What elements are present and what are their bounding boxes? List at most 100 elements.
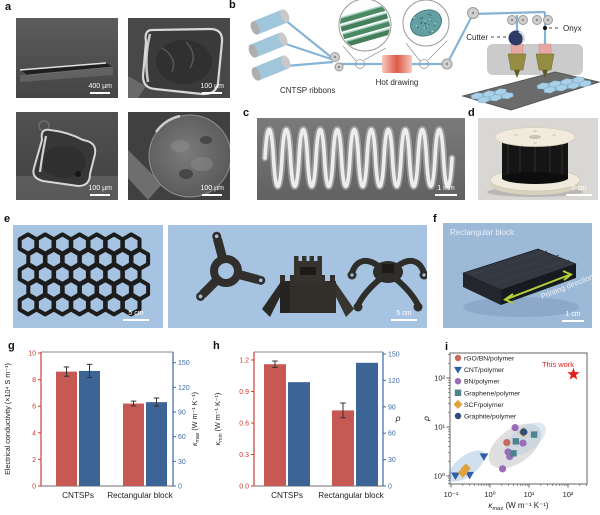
scalebar-text: 100 µm — [200, 83, 225, 91]
panel-e-label: e — [4, 213, 11, 225]
scalebar-text: 5 cm — [128, 310, 144, 318]
left-tick-label: 0.6 — [239, 421, 249, 428]
bed-hex — [489, 94, 502, 102]
category-label: Rectangular block — [107, 491, 173, 500]
category-label: CNTSPs — [62, 491, 94, 500]
kappa-min-bar-chart: 0.0 0.3 0.6 0.9 1.2 0 30 60 90 120 150 CNTSPs Rectan… — [213, 351, 401, 500]
left-tick-label: 1.2 — [239, 358, 249, 365]
point-graphite-polymer — [520, 428, 528, 436]
block-photo: Printing direction Rectangular block 1 c… — [443, 223, 592, 328]
scalebar-text: 400 µm — [88, 83, 113, 91]
scalebar-text: 1 cm — [565, 311, 581, 319]
axis-label: κmin (W m⁻¹ K⁻¹) — [213, 393, 224, 446]
bar-electrical-conductivity — [56, 371, 77, 486]
honeycomb-cell — [120, 293, 142, 317]
spool-graphic — [478, 118, 598, 200]
cntsp-ribbons-label: CNTSP ribbons — [280, 86, 335, 95]
printer-extruder-left — [507, 43, 527, 78]
honeycomb-graphic — [17, 232, 151, 317]
scalebar-text: 1 mm — [437, 185, 455, 193]
printed-parts-graphic — [196, 231, 427, 317]
block-graphic: Printing direction — [462, 248, 592, 317]
bed-hex-cluster — [470, 88, 514, 104]
right-tick-label: 120 — [388, 378, 400, 385]
x-tick-label: 10¹ — [524, 490, 535, 499]
honeycomb-photo: 5 cm — [13, 225, 163, 328]
left-axis-label: Electrical conductivity (×10⁴ S m⁻¹) — [3, 363, 12, 475]
left-tick-label: 6 — [32, 404, 36, 411]
honeycomb-cell — [103, 293, 125, 317]
speckle-dot — [421, 16, 423, 19]
bed-hex — [548, 80, 561, 88]
legend-item-label: CNT/polymer — [464, 367, 505, 374]
point-cnt-polymer — [451, 472, 460, 480]
speckle-dot — [420, 22, 423, 24]
plot-frame — [449, 352, 588, 485]
scalebar-text: 100 µm — [200, 185, 225, 193]
bar-rho — [356, 362, 378, 486]
point-graphene-polymer — [530, 431, 538, 438]
printed-quadruped — [347, 257, 427, 312]
panel-a-label: a — [5, 1, 12, 13]
speckle-dot — [413, 17, 415, 19]
onyx-label: Onyx — [563, 24, 582, 33]
printer-housing — [487, 44, 583, 75]
legend-item-label: Graphite/polymer — [464, 414, 517, 421]
printer-extruder-right — [535, 43, 555, 78]
speckle-dot — [429, 31, 431, 33]
right-tick-label: 60 — [178, 434, 186, 441]
point-cnt-polymer — [465, 471, 475, 480]
onyx-filament-dot — [543, 26, 547, 30]
left-tick-label: 10 — [28, 351, 36, 358]
panel-b-label: b — [229, 0, 236, 11]
this-work-star — [567, 367, 580, 380]
printed-bracket — [196, 231, 266, 301]
sem-image-circular-crosssection: 100 µm — [128, 112, 230, 200]
speckle-dot — [424, 27, 427, 29]
right-tick-label: 60 — [388, 431, 396, 438]
legend-item-label: Graphene/polymer — [464, 390, 521, 397]
honeycomb-cell — [17, 293, 39, 317]
scalebar: 5 cm — [566, 185, 592, 196]
y-tick-label: 10² — [434, 374, 445, 383]
point-bn-polymer — [519, 439, 527, 447]
legend-marker — [454, 378, 462, 385]
spool-photo: 5 cm — [478, 118, 598, 200]
cutter-label: Cutter — [466, 33, 488, 42]
speckle-dot — [430, 14, 432, 16]
speckle-dot — [424, 23, 427, 25]
category-label: Rectangular block — [318, 491, 384, 500]
bar-kappa-min — [264, 364, 286, 486]
right-tick-label: 90 — [178, 410, 186, 417]
conductivity-bar-chart: 0 2 4 6 8 10 0 30 60 90 120 150 CNTSPs Rectangular bl… — [3, 351, 201, 501]
bed-hex — [579, 80, 592, 87]
honeycomb-cell — [52, 293, 73, 317]
right-tick-label: 30 — [178, 459, 186, 466]
speckle-dot — [427, 13, 430, 16]
point-graphene-polymer — [510, 450, 517, 457]
bar-kappa-max — [79, 370, 100, 486]
x-tick-label: 10⁰ — [484, 490, 495, 499]
sem-circle-graphic — [128, 112, 230, 200]
right-tick-label: 90 — [388, 404, 396, 411]
this-work-label: This work — [542, 360, 574, 369]
right-tick-label: 0 — [388, 484, 392, 491]
point-bn-polymer — [511, 424, 519, 432]
legend-marker — [453, 399, 463, 409]
right-tick-label: 150 — [178, 360, 190, 367]
left-tick-label: 0 — [32, 484, 36, 491]
sem-image-square-crosssection: 100 µm — [128, 18, 230, 98]
point-rgo-bn-polymer — [503, 439, 511, 447]
right-tick-label: 0 — [178, 484, 182, 491]
right-tick-label: 150 — [388, 352, 400, 359]
speckle-dot — [427, 23, 430, 26]
scalebar-text: 5 cm — [571, 185, 587, 193]
right-tick-label: 30 — [388, 457, 396, 464]
fabrication-schematic: Cutter Onyx CNTSP ribbons Hot drawing — [248, 0, 600, 111]
speckle-dot — [416, 26, 419, 29]
bed-hex — [555, 84, 568, 92]
left-tick-label: 8 — [32, 377, 36, 384]
y-tick-label: 10⁰ — [434, 472, 445, 481]
panel-c-label: c — [243, 107, 250, 119]
bar-kappa-max — [146, 402, 167, 486]
